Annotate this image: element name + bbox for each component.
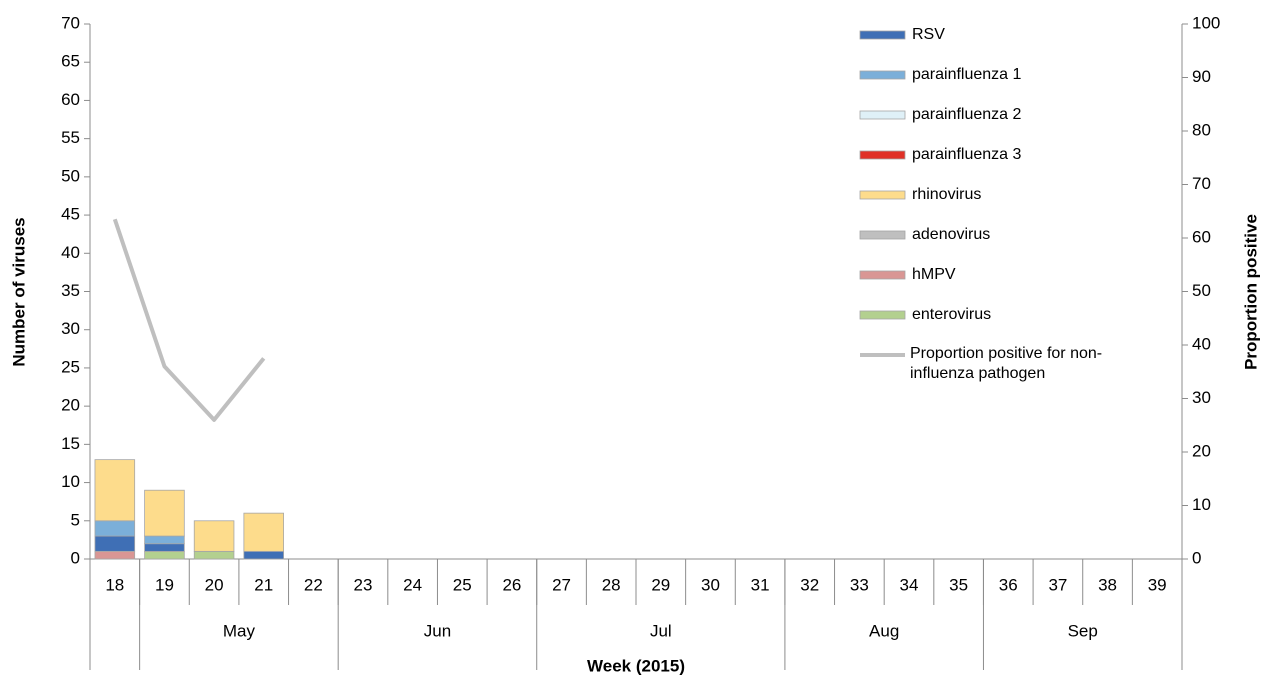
y2-tick-label: 70: [1192, 174, 1211, 193]
y2-tick-label: 50: [1192, 281, 1211, 300]
x-tick-label: 24: [403, 575, 422, 594]
x-tick-label: 22: [304, 575, 323, 594]
bar-segment: [94, 535, 136, 552]
x-tick-label: 21: [254, 575, 273, 594]
legend-swatch: [859, 150, 906, 160]
legend-label: rhinovirus: [912, 186, 981, 203]
y2-tick-label: 30: [1192, 388, 1211, 407]
legend-swatch: [859, 190, 906, 200]
legend-swatch: [859, 270, 906, 280]
group-label: Jun: [424, 621, 451, 640]
y2-tick-label: 90: [1192, 67, 1211, 86]
bar-segment: [144, 550, 185, 560]
group-label: Jul: [650, 621, 672, 640]
y-tick-label: 40: [61, 243, 80, 262]
y-tick-label: 0: [71, 548, 80, 567]
x-tick-label: 27: [552, 575, 571, 594]
x-tick-label: 28: [602, 575, 621, 594]
x-tick-label: 31: [751, 575, 770, 594]
y-tick-label: 35: [61, 281, 80, 300]
bar-segment: [193, 550, 235, 560]
bar-segment: [243, 512, 284, 552]
x-tick-label: 38: [1098, 575, 1117, 594]
x-tick-label: 25: [453, 575, 472, 594]
x-tick-label: 23: [354, 575, 373, 594]
group-label: Sep: [1068, 621, 1098, 640]
legend-swatch: [859, 110, 906, 120]
y2-tick-label: 60: [1192, 227, 1211, 246]
x-tick-label: 26: [502, 575, 521, 594]
bar-segment: [94, 550, 136, 560]
bar-segment: [94, 520, 136, 537]
bar-segment: [144, 535, 185, 545]
legend-label: adenovirus: [912, 226, 990, 243]
y-tick-label: 5: [71, 510, 80, 529]
y-tick-label: 65: [61, 52, 80, 71]
legend-swatch: [859, 30, 906, 40]
x-tick-label: 30: [701, 575, 720, 594]
y-tick-label: 30: [61, 319, 80, 338]
y2-tick-label: 20: [1192, 441, 1211, 460]
y2-tick-label: 0: [1192, 548, 1201, 567]
bar-segment: [144, 489, 185, 537]
line-series: [112, 218, 266, 422]
y-tick-label: 45: [61, 205, 80, 224]
legend-swatch: [859, 310, 906, 320]
bar-segment: [94, 459, 136, 522]
y-tick-label: 50: [61, 166, 80, 185]
group-label: Aug: [869, 621, 899, 640]
x-axis-title: Week (2015): [587, 656, 685, 675]
y-tick-label: 60: [61, 90, 80, 109]
y2-axis-title: Proportion positive: [1241, 214, 1260, 370]
legend-label: parainfluenza 1: [912, 66, 1022, 83]
y-tick-label: 15: [61, 434, 80, 453]
x-tick-label: 29: [651, 575, 670, 594]
y-tick-label: 10: [61, 472, 80, 491]
legend-swatch: [859, 230, 906, 240]
x-tick-label: 20: [205, 575, 224, 594]
x-tick-label: 35: [949, 575, 968, 594]
legend-label: parainfluenza 3: [912, 146, 1022, 163]
x-tick-label: 36: [999, 575, 1018, 594]
y-tick-label: 70: [61, 13, 80, 32]
y2-tick-label: 10: [1192, 495, 1211, 514]
y2-tick-label: 80: [1192, 120, 1211, 139]
x-tick-label: 18: [105, 575, 124, 594]
bar-segment: [193, 520, 235, 552]
group-label: May: [223, 621, 256, 640]
x-tick-label: 39: [1148, 575, 1167, 594]
y2-tick-label: 100: [1192, 13, 1220, 32]
y2-tick-label: 40: [1192, 334, 1211, 353]
legend-swatch: [859, 70, 906, 80]
legend-label: Proportion positive for non-influenza pa…: [910, 345, 1103, 382]
legend-label: parainfluenza 2: [912, 106, 1022, 123]
x-tick-label: 34: [900, 575, 919, 594]
y-axis-title: Number of viruses: [9, 217, 28, 366]
y-tick-label: 20: [61, 396, 80, 415]
y-tick-label: 25: [61, 357, 80, 376]
x-tick-label: 33: [850, 575, 869, 594]
bar-segment: [243, 550, 284, 560]
legend-label-box: Proportion positive for non-influenza pa…: [910, 345, 1103, 382]
x-tick-label: 32: [800, 575, 819, 594]
legend-label: enterovirus: [912, 306, 991, 323]
y-tick-label: 55: [61, 128, 80, 147]
legend-label: RSV: [912, 26, 945, 43]
x-tick-label: 37: [1048, 575, 1067, 594]
legend-label: hMPV: [912, 266, 956, 283]
x-tick-label: 19: [155, 575, 174, 594]
bar-segment: [144, 543, 185, 552]
